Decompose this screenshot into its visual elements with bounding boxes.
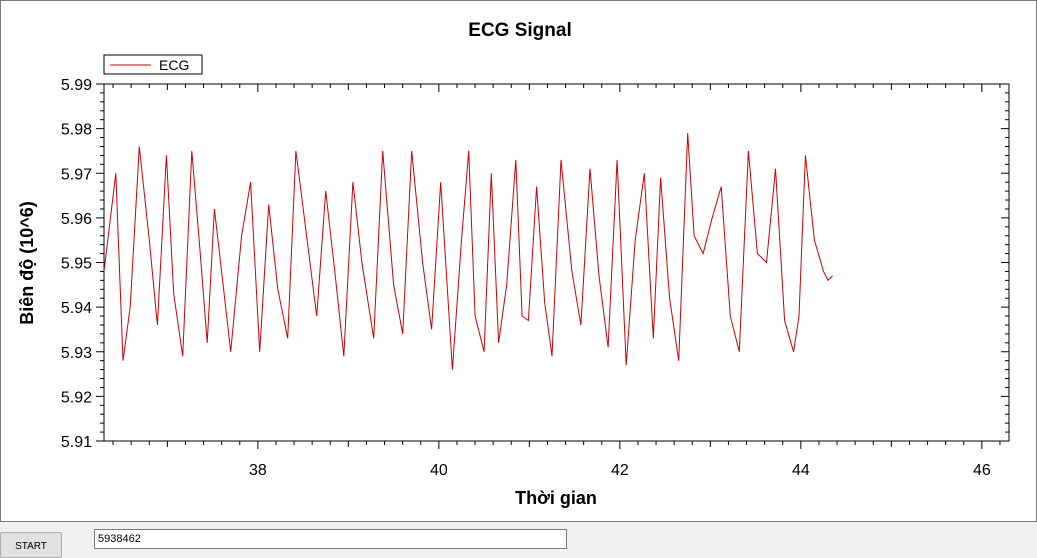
x-axis: 38 40 42 44 46 — [112, 84, 1001, 479]
ecg-chart: ECG Signal 5.915.925.935.945.955.965.975… — [17, 20, 1010, 508]
y-tick-label: 5.94 — [61, 300, 92, 317]
y-tick-label: 5.97 — [61, 166, 92, 183]
x-tick-label: 40 — [430, 462, 448, 479]
series-layer — [103, 133, 833, 370]
y-tick-label: 5.98 — [61, 122, 92, 139]
y-tick-label: 5.95 — [61, 256, 92, 273]
y-axis-label: Biên độ (10^6) — [17, 201, 37, 325]
legend-label: ECG — [159, 57, 189, 73]
y-tick-label: 5.96 — [61, 211, 92, 228]
x-tick-label: 46 — [973, 462, 991, 479]
start-button[interactable]: START — [0, 532, 62, 558]
x-tick-label: 44 — [792, 462, 810, 479]
legend-box — [103, 54, 203, 75]
x-axis-label: Thời gian — [515, 488, 597, 508]
chart-title: ECG Signal — [468, 20, 571, 41]
x-tick-label: 42 — [611, 462, 629, 479]
x-tick-label: 38 — [249, 462, 267, 479]
chart-panel: ECG Signal 5.91 5.92 5.93 5.94 5.95 5.96 5.97 5… — [0, 0, 1037, 522]
y-tick-label: 5.92 — [61, 389, 92, 406]
legend: ECG — [103, 54, 203, 75]
y-tick-label: 5.99 — [61, 77, 92, 94]
series-line-ecg — [103, 133, 833, 370]
y-axis: 5.91 5.92 5.93 5.94 5.95 5.96 5.97 5.98 5.99 — [61, 77, 1009, 451]
value-input[interactable] — [94, 529, 567, 549]
y-tick-label: 5.93 — [61, 345, 92, 362]
y-tick-label: 5.91 — [61, 434, 92, 451]
